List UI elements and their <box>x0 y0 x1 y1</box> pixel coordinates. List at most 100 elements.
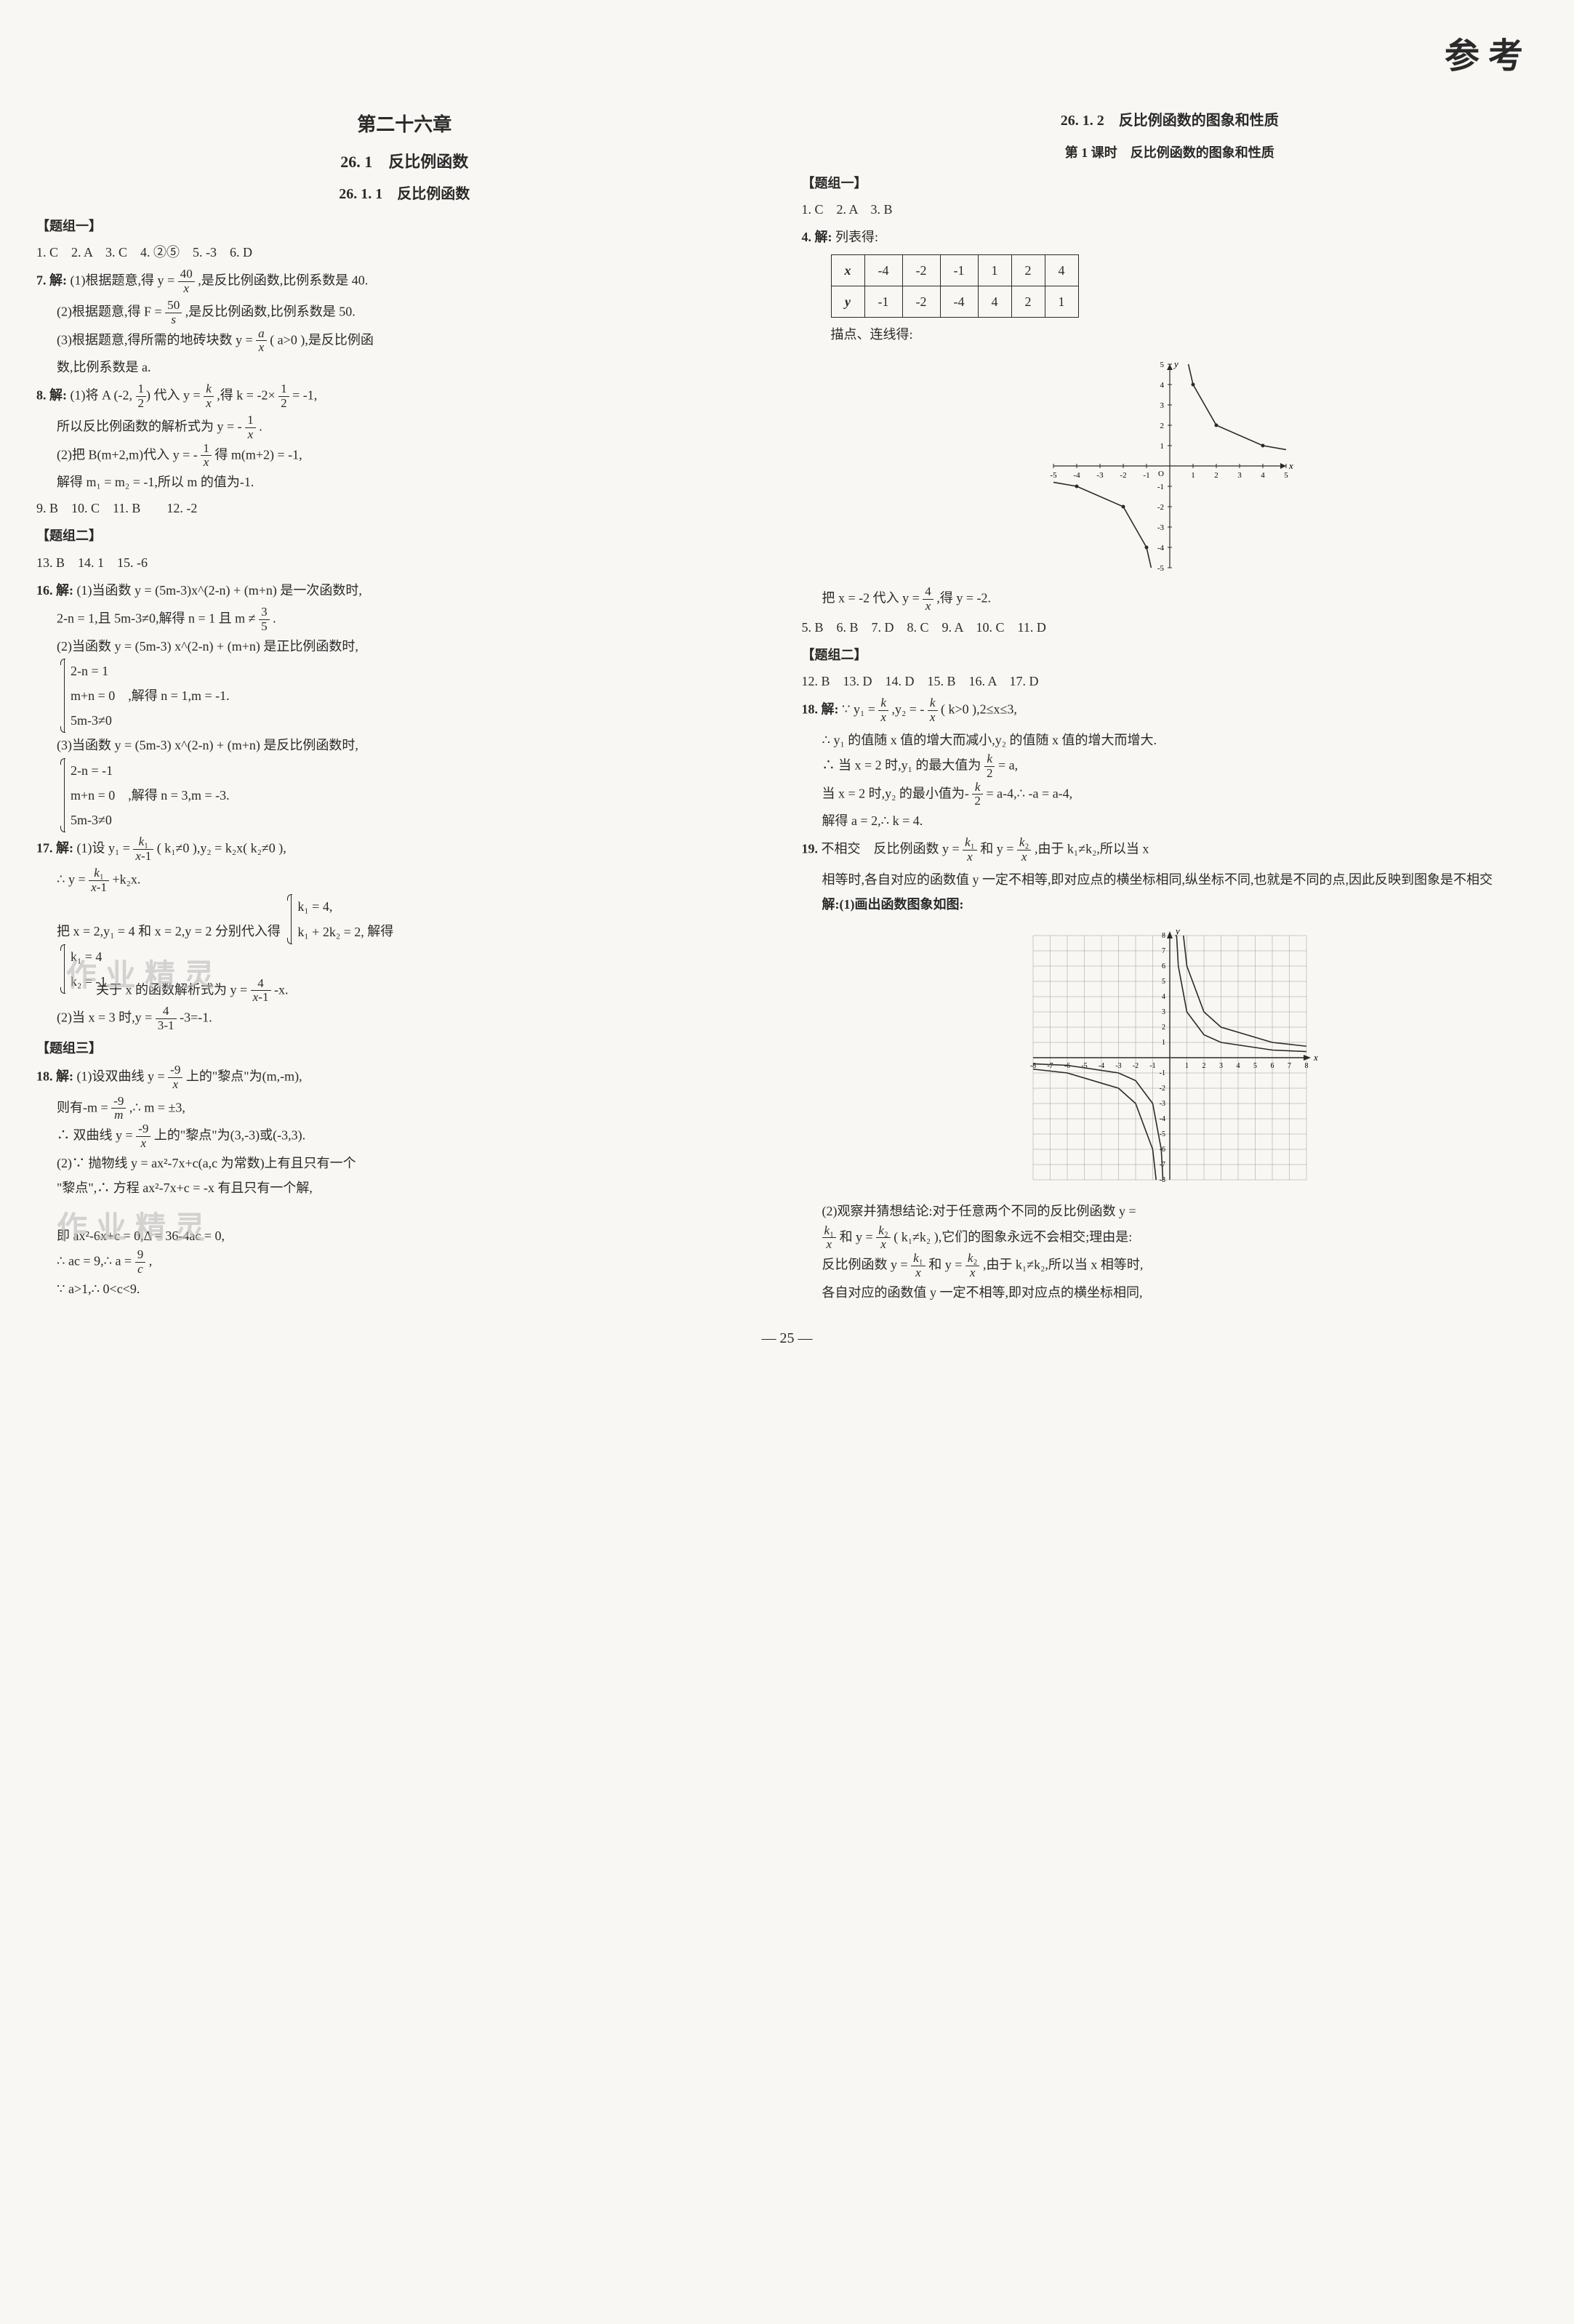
fraction: k₂x <box>1017 836 1032 864</box>
fraction: 4x <box>923 585 933 614</box>
text: (2)把 B(m+2,m)代入 y = - <box>57 447 198 462</box>
table-cell: 1 <box>1045 286 1078 317</box>
svg-text:-1: -1 <box>1143 471 1149 480</box>
svg-text:-5: -5 <box>1157 564 1165 573</box>
svg-text:x: x <box>1313 1052 1318 1063</box>
text: ( k>0 ),2≤x≤3, <box>941 702 1017 717</box>
svg-text:4: 4 <box>1162 993 1165 1001</box>
svg-text:2: 2 <box>1214 471 1218 480</box>
text: ∴ 双曲线 y = <box>57 1128 133 1143</box>
text: . <box>259 419 262 433</box>
line: 解得 a = 2,∴ k = 4. <box>802 808 1538 833</box>
svg-text:y: y <box>1174 925 1180 936</box>
text: 得 m(m+2) = -1, <box>214 447 302 462</box>
fraction: k2 <box>972 781 983 809</box>
svg-text:-3: -3 <box>1157 523 1165 532</box>
line: "黎点",∴ 方程 ax²-7x+c = -x 有且只有一个解, <box>36 1175 773 1200</box>
svg-text:3: 3 <box>1219 1062 1223 1070</box>
group-label: 【题组一】 <box>36 214 773 238</box>
q-num: 16. 解: <box>36 583 73 598</box>
subsection-title: 26. 1. 1 反比例函数 <box>36 180 773 208</box>
svg-text:4: 4 <box>1261 471 1265 480</box>
question-19: 19. 不相交 反比例函数 y = k₁x 和 y = k₂x ,由于 k₁≠k… <box>802 836 1538 864</box>
table-cell: -1 <box>864 286 902 317</box>
line: (2)当 x = 3 时,y = 43-1 -3=-1. <box>36 1005 773 1033</box>
text: = a, <box>998 757 1018 772</box>
page-header: 参 考 <box>36 29 1538 85</box>
watermark: 作业精灵 <box>57 1212 214 1245</box>
svg-text:3: 3 <box>1162 1008 1165 1016</box>
svg-text:1: 1 <box>1191 471 1195 480</box>
q-num: 7. 解: <box>36 273 67 288</box>
line: ∵ a>1,∴ 0<c<9. <box>36 1276 773 1301</box>
fraction: kx <box>204 382 214 411</box>
chart-hyperbola-1: xy-5-4-3-2-112345-5-4-3-2-112345O <box>1039 350 1301 582</box>
q-num: 17. 解: <box>36 841 73 856</box>
svg-text:7: 7 <box>1162 947 1165 955</box>
brace-group: 2-n = 1 m+n = 0 ,解得 n = 1,m = -1. 5m-3≠0 <box>36 659 773 733</box>
svg-text:2: 2 <box>1162 1024 1165 1032</box>
text: 2-n = 1,且 5m-3≠0,解得 n = 1 且 m ≠ <box>57 611 256 625</box>
brace-line: m+n = 0 ,解得 n = 1,m = -1. <box>71 683 230 708</box>
q-num: 8. 解: <box>36 388 67 403</box>
text: (2)根据题意,得 F = <box>57 304 162 318</box>
table-cell: -1 <box>940 254 978 286</box>
text: = a-4,∴ -a = a-4, <box>986 786 1072 800</box>
line: 把 x = 2,y₁ = 4 和 x = 2,y = 2 分别代入得 k₁ = … <box>36 894 773 944</box>
svg-text:-2: -2 <box>1133 1062 1139 1070</box>
text: ( k₁≠k₂ ),它们的图象永远不会相交;理由是: <box>894 1229 1132 1244</box>
answer-line: 5. B 6. B 7. D 8. C 9. A 10. C 11. D <box>802 615 1538 640</box>
watermark: 作业精灵 <box>66 960 223 993</box>
brace-line: 5m-3≠0 <box>71 808 230 832</box>
svg-text:8: 8 <box>1162 932 1165 940</box>
question-8: 8. 解: (1)将 A (-2, 12) 代入 y = kx ,得 k = -… <box>36 382 773 411</box>
two-column-layout: 第二十六章 26. 1 反比例函数 26. 1. 1 反比例函数 【题组一】 1… <box>36 107 1538 1305</box>
brace-line: m+n = 0 ,解得 n = 3,m = -3. <box>71 783 230 808</box>
svg-text:-1: -1 <box>1157 483 1164 491</box>
text: 则有-m = <box>57 1100 108 1114</box>
line: (2)根据题意,得 F = 50s ,是反比例函数,比例系数是 50. <box>36 299 773 327</box>
text: (1)设 y₁ = <box>77 841 130 856</box>
table-cell: -2 <box>902 254 940 286</box>
fraction: ax <box>256 327 267 355</box>
line: (2)观察并猜想结论:对于任意两个不同的反比例函数 y = <box>802 1199 1538 1223</box>
svg-text:-4: -4 <box>1159 1115 1165 1123</box>
line: 数,比例系数是 a. <box>36 355 773 379</box>
svg-text:1: 1 <box>1162 1039 1165 1047</box>
text: 上的"黎点"为(m,-m), <box>186 1069 302 1083</box>
text: 解:(1)画出函数图象如图: <box>822 897 964 912</box>
fraction: -9m <box>111 1095 126 1123</box>
text: ( a>0 ),是反比例函 <box>270 332 374 347</box>
svg-text:-3: -3 <box>1096 471 1104 480</box>
svg-text:-4: -4 <box>1099 1062 1104 1070</box>
answer-line: 13. B 14. 1 15. -6 <box>36 550 773 575</box>
right-column: 26. 1. 2 反比例函数的图象和性质 第 1 课时 反比例函数的图象和性质 … <box>802 107 1538 1305</box>
fraction: k₁x <box>963 836 977 864</box>
svg-text:-3: -3 <box>1159 1100 1165 1108</box>
text: (1)根据题意,得 y = <box>71 273 175 288</box>
svg-text:-7: -7 <box>1047 1062 1053 1070</box>
text: +k₂x. <box>112 872 140 886</box>
line: ∴ 双曲线 y = -9x 上的"黎点"为(3,-3)或(-3,3). <box>36 1122 773 1151</box>
svg-text:1: 1 <box>1160 442 1164 451</box>
table-cell: y <box>831 286 864 317</box>
group-label: 【题组一】 <box>802 171 1538 196</box>
line: (2)把 B(m+2,m)代入 y = - 1x 得 m(m+2) = -1, <box>36 442 773 470</box>
text: 和 y = <box>980 842 1013 856</box>
fraction: k₂x <box>965 1252 980 1280</box>
q-num: 19. <box>802 842 819 856</box>
subsection-title: 26. 1. 2 反比例函数的图象和性质 <box>802 107 1538 134</box>
text: ∵ y₁ = <box>842 702 875 717</box>
text: (1)设双曲线 y = <box>77 1069 165 1083</box>
text: 和 y = <box>928 1258 962 1272</box>
text: ,是反比例函数,比例系数是 50. <box>185 304 356 318</box>
table-cell: -4 <box>864 254 902 286</box>
answer-line: 1. C 2. A 3. C 4. ②⑤ 5. -3 6. D <box>36 240 773 265</box>
q-num: 4. 解: <box>802 230 832 244</box>
table-cell: 2 <box>1011 286 1045 317</box>
chart-caption: 描点、连线得: <box>831 322 1538 347</box>
text: = -1, <box>292 388 317 403</box>
fraction: kx <box>928 696 938 725</box>
svg-text:-4: -4 <box>1073 471 1080 480</box>
answer-line: 1. C 2. A 3. B <box>802 197 1538 222</box>
